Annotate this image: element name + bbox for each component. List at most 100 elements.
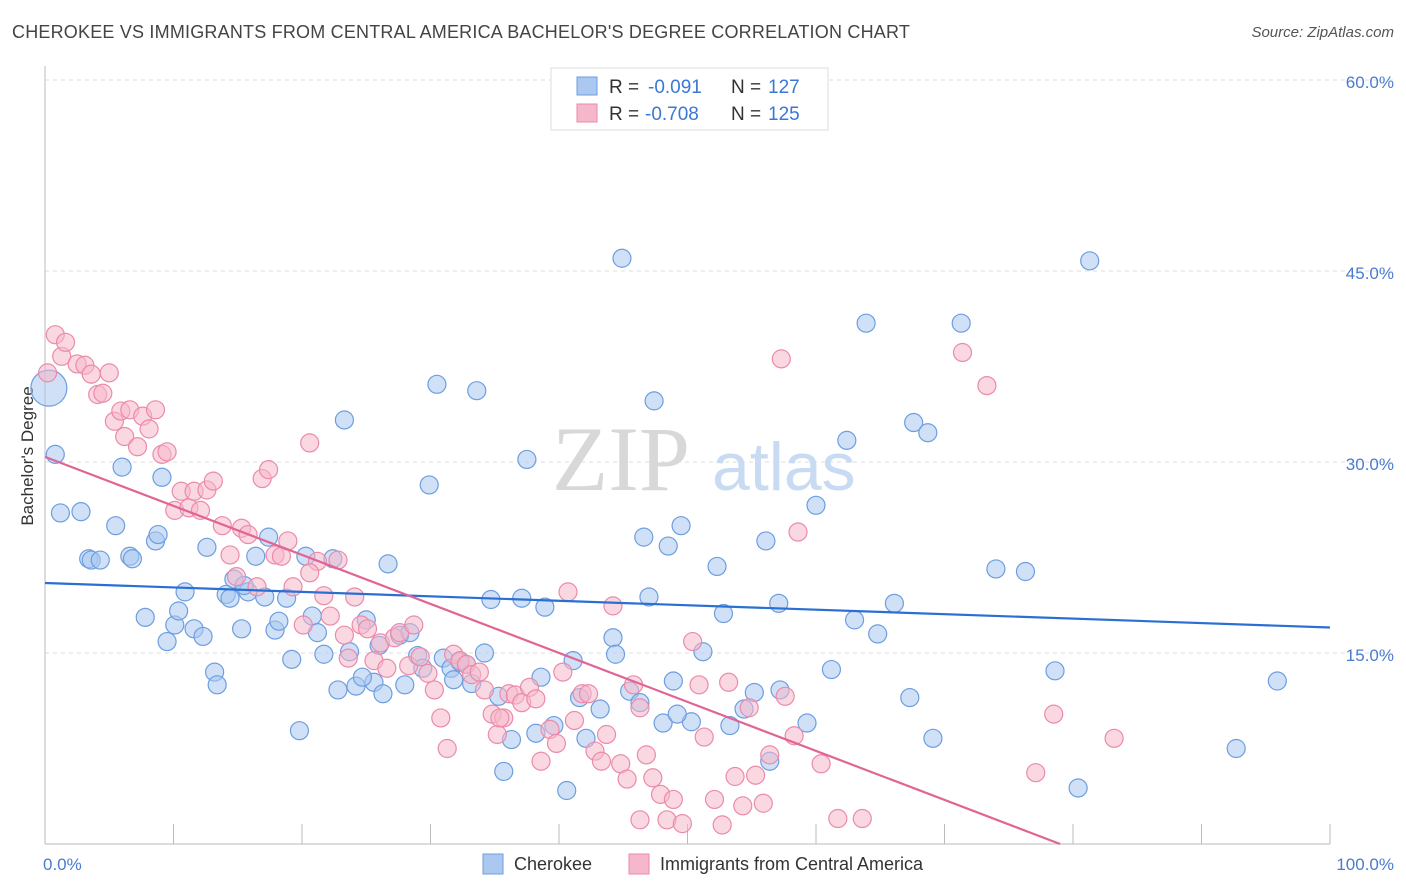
central-america-point: [220, 545, 240, 565]
central-america-point: [788, 522, 808, 542]
central-america-point: [596, 724, 617, 745]
trend-lines: [44, 455, 1331, 846]
cherokee-point: [373, 684, 393, 704]
legend-swatch-central-america: [576, 103, 598, 123]
central-america-point: [617, 769, 637, 789]
central-america-point: [753, 793, 773, 813]
central-america-point: [418, 663, 438, 683]
cherokee-point: [1267, 671, 1287, 691]
cherokee-point: [494, 761, 514, 782]
cherokee-point: [806, 495, 826, 515]
legend-n-value-central-america: 125: [768, 104, 800, 125]
central-america-point: [357, 619, 378, 639]
cherokee-point: [1226, 738, 1246, 759]
cherokee-point: [90, 550, 110, 570]
central-america-point: [828, 808, 848, 829]
cherokee-point: [986, 559, 1006, 579]
central-america-point: [689, 675, 709, 695]
watermark-atlas: atlas: [712, 429, 856, 505]
central-america-point: [487, 724, 507, 745]
bottom-legend: Cherokee Immigrants from Central America: [482, 853, 924, 875]
cherokee-point: [590, 699, 610, 719]
cherokee-point: [427, 374, 447, 394]
bottom-legend-label-central-america: Immigrants from Central America: [660, 854, 924, 874]
central-america-point: [334, 625, 355, 645]
cherokee-point: [821, 659, 842, 680]
central-america-point: [437, 738, 457, 759]
cherokee-point: [106, 516, 126, 536]
x-tick-label-max: 100.0%: [1336, 855, 1394, 874]
central-america-point: [1104, 728, 1124, 748]
watermark: ZIP atlas: [552, 408, 856, 510]
central-america-point: [81, 364, 101, 384]
x-tick-label-min: 0.0%: [43, 855, 82, 874]
cherokee-point: [193, 626, 213, 647]
central-america-point: [99, 363, 119, 383]
cherokee-point: [1015, 561, 1036, 582]
central-america-point: [630, 810, 650, 830]
central-america-point: [704, 789, 725, 810]
cherokee-point: [122, 549, 142, 569]
legend-box: R = -0.091 N = 127 R = -0.708 N = 125: [550, 67, 829, 131]
central-america-point: [775, 686, 795, 706]
central-america-point: [771, 349, 791, 369]
legend-r-label-central-america: R =: [609, 104, 639, 125]
central-america-point: [1026, 763, 1046, 783]
cherokee-point: [634, 527, 654, 547]
central-america-point: [203, 471, 223, 491]
central-america-point: [247, 577, 267, 597]
cherokee-point: [352, 667, 372, 687]
cherokee-point: [258, 527, 279, 547]
cherokee-point: [707, 556, 727, 577]
legend-r-label-cherokee: R =: [609, 77, 639, 98]
central-america-point: [578, 684, 599, 704]
cherokee-point: [148, 524, 168, 545]
central-america-point: [469, 662, 489, 682]
cherokee-point: [467, 381, 487, 401]
central-america-point: [630, 698, 650, 718]
central-america-points: [37, 325, 1124, 835]
central-america-point: [733, 796, 753, 816]
central-america-point: [811, 754, 831, 774]
central-america-point: [712, 815, 732, 835]
central-america-point: [694, 727, 714, 747]
cherokee-point: [884, 593, 904, 613]
cherokee-point: [378, 554, 398, 574]
central-america-point: [320, 606, 340, 626]
central-america-point: [591, 751, 612, 771]
central-america-point: [139, 419, 159, 439]
cherokee-point: [951, 313, 971, 333]
cherokee-point: [1080, 251, 1100, 271]
central-america-point: [603, 596, 623, 616]
cherokee-point: [314, 644, 334, 664]
cherokee-point: [197, 537, 217, 557]
cherokee-point: [1068, 778, 1088, 798]
central-america-point: [636, 745, 656, 765]
bottom-legend-label-cherokee: Cherokee: [514, 854, 592, 874]
central-america-point: [345, 587, 365, 607]
central-america-point: [258, 460, 279, 480]
central-america-point: [377, 658, 397, 678]
central-america-point: [300, 433, 320, 453]
central-america-point: [643, 768, 663, 788]
x-axis-ticks: [173, 824, 1331, 844]
chart-title: CHEROKEE VS IMMIGRANTS FROM CENTRAL AMER…: [12, 22, 911, 42]
legend-n-label-cherokee: N =: [731, 77, 761, 98]
central-america-point: [852, 808, 872, 829]
central-america-point: [410, 647, 430, 667]
cherokee-point: [797, 713, 817, 733]
bottom-legend-swatch-central-america: [628, 853, 650, 875]
central-america-point: [338, 648, 358, 668]
central-america-point: [404, 615, 424, 635]
cherokee-point: [644, 391, 664, 411]
cherokee-point: [667, 704, 687, 724]
central-america-point: [431, 708, 451, 728]
cherokee-point: [713, 603, 734, 624]
central-america-point: [977, 376, 997, 396]
cherokee-point: [220, 588, 240, 608]
watermark-zip: ZIP: [552, 408, 690, 510]
cherokee-point: [157, 631, 177, 652]
cherokee-point: [904, 412, 924, 433]
cherokee-point: [50, 503, 71, 523]
central-america-point: [93, 383, 113, 403]
